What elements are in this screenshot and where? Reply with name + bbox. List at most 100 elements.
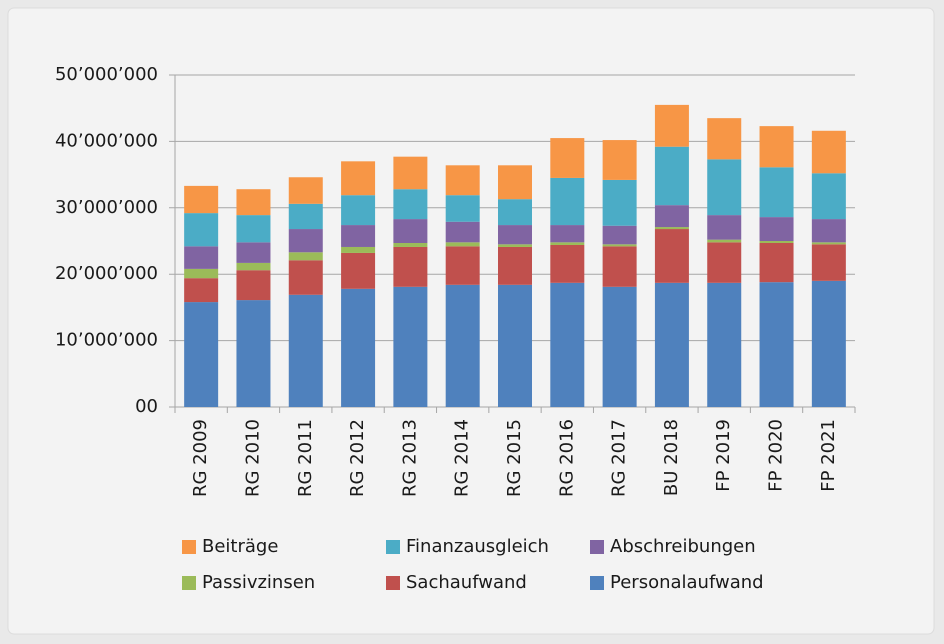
bar-segment: [550, 138, 585, 178]
bar-segment: [341, 288, 376, 407]
legend-label: Sachaufwand: [406, 572, 527, 593]
bar-segment: [811, 244, 846, 281]
bar-segment: [759, 242, 794, 283]
bar-segment: [654, 227, 689, 230]
bar-segment: [341, 195, 376, 226]
x-tick-label: FP 2019: [713, 419, 734, 492]
legend-label: Finanzausgleich: [406, 536, 549, 557]
bar-segment: [550, 177, 585, 226]
bar-segment: [498, 246, 532, 285]
bar-segment: [550, 242, 585, 245]
bar-segment: [498, 244, 532, 247]
bar-segment: [602, 140, 637, 180]
bar-segment: [288, 229, 323, 253]
bar-segment: [445, 246, 480, 285]
y-tick-label: 40’000’000: [55, 130, 158, 151]
bar-segment: [498, 225, 532, 245]
legend-swatch: [386, 540, 400, 554]
y-tick-label: 50’000’000: [55, 64, 158, 85]
bar-segment: [341, 252, 376, 289]
x-tick-label: RG 2016: [556, 419, 577, 497]
bar-segment: [393, 156, 428, 190]
bar-segment: [341, 161, 376, 196]
bar-segment: [707, 159, 742, 216]
bar-segment: [707, 215, 742, 240]
x-tick-label: RG 2017: [609, 419, 630, 497]
bar-segment: [288, 260, 323, 295]
bar-segment: [341, 225, 376, 247]
bar-segment: [288, 177, 323, 204]
bar-segment: [184, 213, 219, 247]
bar-segment: [811, 280, 846, 407]
bar-segment: [759, 241, 794, 243]
bar-segment: [288, 203, 323, 230]
y-tick-label: 00: [135, 396, 158, 417]
bar-segment: [759, 282, 794, 407]
legend-swatch: [590, 576, 604, 590]
bar-segment: [759, 126, 794, 168]
y-tick-label: 30’000’000: [55, 197, 158, 218]
bar-segment: [498, 199, 532, 226]
bar-segment: [341, 246, 376, 253]
bar-segment: [602, 225, 637, 245]
bar-segment: [759, 217, 794, 241]
bar-segment: [550, 244, 585, 283]
bar-segment: [602, 246, 637, 287]
bar-segment: [654, 282, 689, 407]
legend-swatch: [182, 540, 196, 554]
x-tick-label: BU 2018: [661, 419, 682, 496]
bar-segment: [184, 246, 219, 269]
legend-label: Personalaufwand: [610, 572, 764, 593]
x-tick-label: RG 2012: [347, 419, 368, 497]
bar-segment: [445, 165, 480, 196]
bar-segment: [393, 189, 428, 220]
bar-segment: [184, 185, 219, 214]
x-tick-label: RG 2011: [295, 419, 316, 497]
bar-segment: [445, 195, 480, 222]
bar-segment: [654, 229, 689, 283]
bar-segment: [445, 221, 480, 243]
legend-label: Passivzinsen: [202, 572, 315, 593]
bar-segment: [288, 252, 323, 261]
bar-segment: [498, 165, 532, 200]
legend-swatch: [590, 540, 604, 554]
bar-segment: [445, 242, 480, 247]
bar-segment: [602, 244, 637, 247]
bar-segment: [654, 104, 689, 147]
bar-segment: [236, 262, 271, 271]
y-tick-label: 20’000’000: [55, 263, 158, 284]
bar-segment: [445, 284, 480, 407]
bar-segment: [393, 286, 428, 407]
legend-swatch: [386, 576, 400, 590]
bar-segment: [707, 239, 742, 243]
x-tick-label: FP 2020: [766, 419, 787, 492]
x-tick-label: RG 2010: [242, 419, 263, 497]
bar-segment: [184, 278, 219, 303]
bar-segment: [811, 173, 846, 220]
x-tick-label: RG 2009: [190, 419, 211, 497]
bar-segment: [236, 270, 271, 301]
bar-segment: [654, 146, 689, 206]
bar-segment: [707, 118, 742, 160]
bar-segment: [184, 268, 219, 279]
bar-segment: [236, 300, 271, 407]
bar-segment: [236, 242, 271, 263]
bar-segment: [811, 219, 846, 243]
bar-segment: [288, 294, 323, 407]
bar-segment: [654, 205, 689, 228]
bar-segment: [393, 242, 428, 247]
x-tick-label: RG 2015: [504, 419, 525, 497]
bar-segment: [707, 282, 742, 407]
bar-segment: [602, 286, 637, 407]
bar-segment: [550, 225, 585, 243]
bar-segment: [393, 219, 428, 243]
bar-segment: [707, 242, 742, 283]
x-tick-label: RG 2014: [452, 419, 473, 497]
bar-segment: [393, 246, 428, 287]
bar-segment: [184, 302, 219, 407]
bar-segment: [236, 215, 271, 243]
bar-segment: [602, 179, 637, 226]
bar-segment: [759, 167, 794, 218]
legend-swatch: [182, 576, 196, 590]
